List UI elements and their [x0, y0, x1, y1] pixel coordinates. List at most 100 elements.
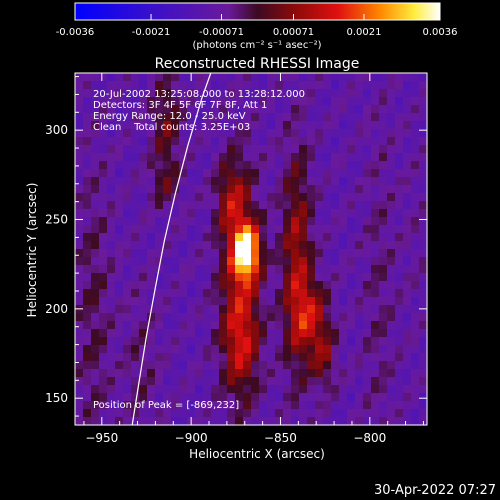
heatmap-cell: [387, 153, 396, 162]
heatmap-cell: [75, 81, 84, 90]
heatmap-cell: [291, 401, 300, 410]
heatmap-cell: [395, 89, 404, 98]
heatmap-cell: [395, 289, 404, 298]
heatmap-cell: [291, 393, 300, 402]
heatmap-cell: [355, 329, 364, 338]
heatmap-cell: [283, 377, 292, 386]
heatmap-cell: [339, 353, 348, 362]
heatmap-cell: [131, 385, 140, 394]
heatmap-cell: [379, 257, 388, 266]
heatmap-cell: [283, 321, 292, 330]
heatmap-cell: [299, 257, 308, 266]
heatmap-cell: [155, 129, 164, 138]
heatmap-cell: [259, 353, 268, 362]
heatmap-cell: [411, 169, 420, 178]
heatmap-cell: [139, 193, 148, 202]
heatmap-cell: [299, 73, 308, 82]
heatmap-cell: [363, 193, 372, 202]
heatmap-cell: [195, 353, 204, 362]
heatmap-cell: [299, 161, 308, 170]
heatmap-cell: [323, 105, 332, 114]
heatmap-cell: [275, 353, 284, 362]
heatmap-cell: [315, 401, 324, 410]
heatmap-cell: [243, 265, 252, 274]
heatmap-cell: [403, 153, 412, 162]
heatmap-cell: [323, 273, 332, 282]
heatmap-cell: [251, 273, 260, 282]
heatmap-cell: [403, 297, 412, 306]
heatmap-cell: [163, 161, 172, 170]
heatmap-cell: [283, 329, 292, 338]
heatmap-cell: [331, 329, 340, 338]
heatmap-cell: [203, 321, 212, 330]
heatmap-cell: [395, 137, 404, 146]
heatmap-cell: [147, 161, 156, 170]
heatmap-cell: [299, 361, 308, 370]
heatmap-cell: [363, 225, 372, 234]
heatmap-cell: [315, 209, 324, 218]
heatmap-cell: [267, 337, 276, 346]
heatmap-cell: [275, 225, 284, 234]
heatmap-cell: [283, 161, 292, 170]
heatmap-cell: [147, 113, 156, 122]
heatmap-cell: [283, 249, 292, 258]
heatmap-cell: [387, 145, 396, 154]
heatmap-cell: [219, 313, 228, 322]
heatmap-cell: [155, 161, 164, 170]
heatmap-cell: [307, 217, 316, 226]
heatmap-cell: [187, 393, 196, 402]
heatmap-cell: [243, 129, 252, 138]
heatmap-cell: [299, 329, 308, 338]
heatmap-cell: [243, 121, 252, 130]
heatmap-cell: [99, 313, 108, 322]
heatmap-cell: [187, 377, 196, 386]
heatmap-cell: [123, 193, 132, 202]
heatmap-cell: [355, 385, 364, 394]
heatmap-cell: [299, 137, 308, 146]
heatmap-cell: [347, 249, 356, 258]
heatmap-cell: [275, 73, 284, 82]
heatmap-cell: [307, 233, 316, 242]
heatmap-cell: [115, 217, 124, 226]
heatmap-cell: [115, 153, 124, 162]
heatmap-cell: [123, 353, 132, 362]
heatmap-cell: [267, 369, 276, 378]
heatmap-cell: [219, 361, 228, 370]
heatmap-cell: [219, 289, 228, 298]
heatmap-cell: [131, 249, 140, 258]
heatmap-cell: [307, 345, 316, 354]
heatmap-cell: [411, 329, 420, 338]
heatmap-cell: [83, 97, 92, 106]
heatmap-cell: [155, 401, 164, 410]
heatmap-cell: [403, 217, 412, 226]
heatmap-cell: [171, 241, 180, 250]
heatmap-cell: [163, 105, 172, 114]
heatmap-cell: [147, 417, 156, 426]
heatmap-cell: [267, 353, 276, 362]
heatmap-cell: [323, 265, 332, 274]
info-time: 20-Jul-2002 13:25:08.000 to 13:28:12.000: [93, 89, 305, 100]
heatmap-cell: [323, 401, 332, 410]
heatmap-cell: [163, 289, 172, 298]
heatmap-cell: [83, 81, 92, 90]
heatmap-cell: [379, 337, 388, 346]
heatmap-cell: [243, 329, 252, 338]
heatmap-cell: [99, 153, 108, 162]
heatmap-cell: [371, 265, 380, 274]
heatmap-cell: [267, 265, 276, 274]
heatmap-cell: [411, 73, 420, 82]
heatmap-cell: [403, 241, 412, 250]
heatmap-cell: [139, 281, 148, 290]
heatmap-cell: [219, 217, 228, 226]
heatmap-cell: [419, 225, 428, 234]
heatmap-cell: [203, 145, 212, 154]
heatmap-cell: [275, 97, 284, 106]
heatmap-cell: [139, 113, 148, 122]
heatmap-cell: [371, 377, 380, 386]
heatmap-cell: [123, 273, 132, 282]
heatmap-cell: [251, 225, 260, 234]
heatmap-cell: [251, 417, 260, 426]
heatmap-cell: [203, 369, 212, 378]
heatmap-cell: [107, 209, 116, 218]
heatmap-cell: [203, 153, 212, 162]
